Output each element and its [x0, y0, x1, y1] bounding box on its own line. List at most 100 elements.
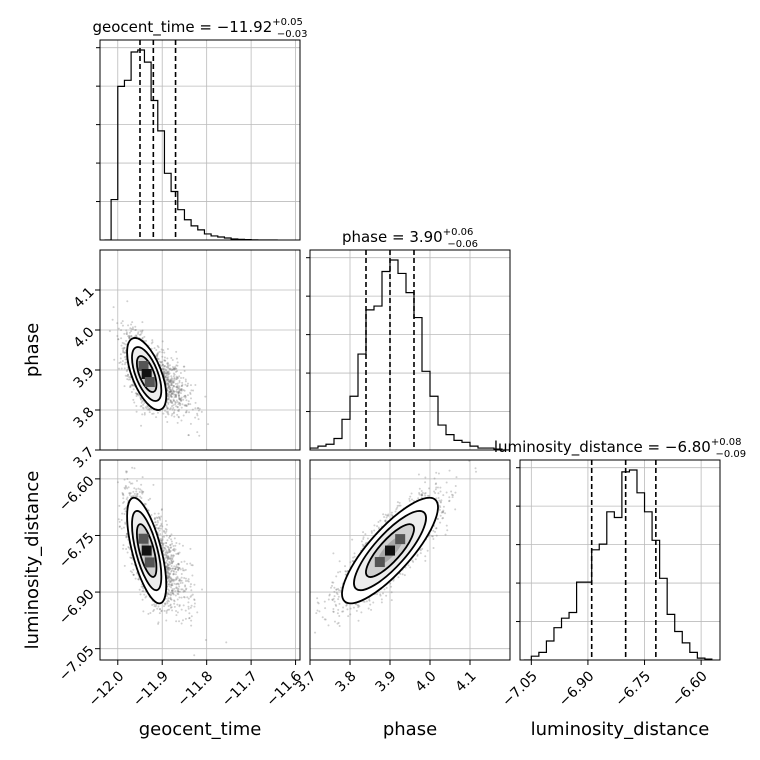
sample-point — [180, 399, 183, 402]
sample-point — [165, 372, 168, 375]
sample-point — [170, 382, 173, 385]
sample-point — [189, 391, 192, 394]
sample-point — [187, 578, 190, 581]
sample-point — [139, 495, 142, 498]
sample-point — [166, 574, 169, 577]
histogram-bar — [454, 440, 462, 450]
sample-point — [174, 367, 177, 370]
sample-point — [161, 368, 164, 371]
sample-point — [171, 381, 174, 384]
sample-point — [156, 411, 159, 414]
sample-point — [136, 495, 139, 498]
sample-point — [162, 368, 165, 371]
sample-point — [168, 386, 171, 389]
histogram-bar — [178, 210, 185, 240]
sample-point — [420, 490, 423, 493]
histogram-bar — [546, 641, 554, 660]
sample-point — [108, 330, 111, 333]
sample-point — [123, 346, 126, 349]
sample-point — [169, 576, 172, 579]
sample-point — [161, 363, 164, 366]
sample-point — [167, 571, 170, 574]
sample-point — [180, 596, 183, 599]
sample-point — [175, 364, 178, 367]
sample-point — [167, 563, 170, 566]
sample-point — [131, 384, 134, 387]
sample-point — [175, 395, 178, 398]
sample-point — [170, 389, 173, 392]
sample-point — [141, 590, 144, 593]
sample-point — [179, 568, 182, 571]
sample-point — [124, 358, 127, 361]
histogram-bar — [682, 643, 690, 660]
sample-point — [170, 562, 173, 565]
sample-point — [166, 571, 169, 574]
sample-point — [120, 527, 123, 530]
sample-point — [172, 544, 175, 547]
sample-point — [158, 527, 161, 530]
sample-point — [170, 414, 173, 417]
sample-point — [138, 588, 141, 591]
sample-point — [175, 376, 178, 379]
sample-point — [175, 552, 178, 555]
sample-point — [164, 375, 167, 378]
histogram-bar — [334, 438, 342, 450]
sample-point — [156, 353, 159, 356]
sample-point — [132, 573, 135, 576]
sample-point — [168, 398, 171, 401]
sample-point — [183, 576, 186, 579]
sample-point — [161, 363, 164, 366]
sample-point — [169, 557, 172, 560]
sample-point — [165, 374, 168, 377]
sample-point — [193, 605, 196, 608]
sample-point — [168, 550, 171, 553]
sample-point — [169, 598, 172, 601]
sample-point — [163, 557, 166, 560]
sample-point — [129, 378, 132, 381]
sample-point — [123, 351, 126, 354]
sample-point — [173, 379, 176, 382]
sample-point — [170, 586, 173, 589]
sample-point — [173, 568, 176, 571]
sample-point — [167, 605, 170, 608]
sample-point — [133, 467, 136, 470]
sample-point — [170, 395, 173, 398]
sample-point — [165, 549, 168, 552]
sample-point — [121, 347, 124, 350]
sample-point — [379, 593, 382, 596]
sample-point — [167, 375, 170, 378]
sample-point — [175, 586, 178, 589]
sample-point — [118, 504, 121, 507]
sample-point — [121, 320, 124, 323]
sample-point — [174, 567, 177, 570]
sample-point — [135, 335, 138, 338]
sample-point — [140, 585, 143, 588]
sample-point — [175, 378, 178, 381]
y-tick-label: 3.9 — [71, 364, 98, 391]
sample-point — [171, 579, 174, 582]
sample-point — [140, 398, 143, 401]
sample-point — [167, 395, 170, 398]
sample-point — [432, 546, 435, 549]
histogram-bar — [645, 512, 653, 660]
sample-point — [167, 589, 170, 592]
sample-point — [130, 562, 133, 565]
sample-point — [173, 368, 176, 371]
sample-point — [119, 357, 122, 360]
sample-point — [153, 605, 156, 608]
sample-point — [167, 550, 170, 553]
sample-point — [166, 362, 169, 365]
sample-point — [178, 387, 181, 390]
sample-point — [118, 525, 121, 528]
sample-point — [164, 519, 167, 522]
sample-point — [176, 587, 179, 590]
sample-point — [175, 576, 178, 579]
histogram-step — [523, 469, 713, 660]
histogram-bar — [374, 306, 382, 450]
sample-point — [168, 549, 171, 552]
histogram-bar — [446, 435, 454, 450]
sample-point — [166, 559, 169, 562]
sample-point — [167, 593, 170, 596]
sample-point — [168, 580, 171, 583]
sample-point — [162, 368, 165, 371]
